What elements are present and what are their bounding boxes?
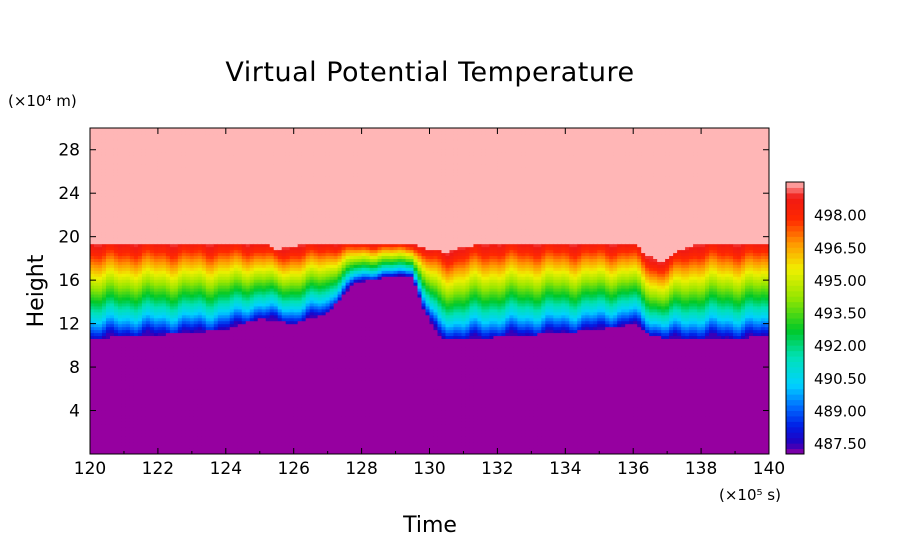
- x-tick-label: 138: [685, 459, 717, 479]
- colorbar-tick-label: 492.00: [814, 337, 867, 355]
- heatmap-field: [90, 128, 769, 454]
- colorbar-band: [786, 274, 804, 281]
- x-tick-label: 120: [74, 459, 106, 479]
- x-tick-label: 140: [753, 459, 785, 479]
- colorbar: 498.00 496.50 495.00 493.50 492.00 490.50 489.…: [785, 181, 867, 455]
- colorbar-band: [786, 334, 804, 341]
- x-tick-label: 128: [345, 459, 377, 479]
- colorbar-band: [786, 443, 804, 450]
- x-axis-label: Time: [402, 513, 457, 538]
- x-tick-label: 136: [617, 459, 649, 479]
- colorbar-tick-label: 495.00: [814, 272, 867, 290]
- x-tick-label: 122: [142, 459, 174, 479]
- colorbar-band: [786, 410, 804, 417]
- colorbar-band: [786, 192, 804, 199]
- colorbar-band: [786, 285, 804, 292]
- colorbar-band: [786, 415, 804, 422]
- y-tick-label: 20: [58, 228, 80, 248]
- colorbar-frame: [785, 181, 805, 455]
- x-tick-label: 132: [481, 459, 513, 479]
- colorbar-band: [786, 301, 804, 308]
- colorbar-band: [786, 279, 804, 286]
- colorbar-band: [786, 366, 804, 373]
- colorbar-band: [786, 236, 804, 243]
- colorbar-band: [786, 312, 804, 319]
- colorbar-band: [786, 388, 804, 395]
- colorbar-band: [786, 247, 804, 254]
- colorbar-band: [786, 350, 804, 357]
- colorbar-band: [786, 318, 804, 324]
- colorbar-band: [786, 339, 804, 346]
- colorbar-band: [786, 399, 804, 406]
- chart-title: Virtual Potential Temperature: [225, 57, 634, 88]
- colorbar-band: [786, 394, 804, 401]
- colorbar-band: [786, 345, 804, 352]
- x-tick-label: 124: [210, 459, 242, 479]
- y-tick-label: 24: [58, 184, 80, 204]
- y-tick-label: 28: [58, 141, 80, 161]
- colorbar-tick-label: 498.00: [814, 207, 867, 225]
- colorbar-band: [786, 203, 804, 210]
- colorbar-band: [786, 225, 804, 232]
- colorbar-band: [786, 361, 804, 368]
- colorbar-band: [786, 220, 804, 227]
- colorbar-band: [786, 209, 804, 216]
- colorbar-band: [786, 290, 804, 297]
- x-tick-label: 134: [549, 459, 581, 479]
- x-tick-label: 130: [413, 459, 445, 479]
- colorbar-band: [786, 356, 804, 363]
- colorbar-band: [786, 198, 804, 205]
- colorbar-band: [786, 426, 804, 433]
- colorbar-band: [786, 432, 804, 439]
- colorbar-band: [786, 328, 804, 335]
- colorbar-band: [786, 241, 804, 248]
- colorbar-band: [786, 307, 804, 314]
- x-axis: 120 122 124 126 128 130 132 134 136 138 140: [74, 128, 785, 479]
- colorbar-band: [786, 230, 804, 237]
- colorbar-tick-label: 496.50: [814, 239, 867, 257]
- colorbar-band: [786, 187, 804, 194]
- colorbar-tick-label: 490.50: [814, 370, 867, 388]
- colorbar-band: [786, 258, 804, 265]
- colorbar-band: [786, 383, 804, 390]
- y-axis-multiplier: (×10⁴ m): [8, 92, 77, 110]
- colorbar-band: [786, 214, 804, 221]
- colorbar-band: [786, 421, 804, 428]
- colorbar-band: [786, 437, 804, 444]
- y-tick-label: 16: [58, 271, 80, 291]
- y-tick-label: 8: [69, 358, 80, 378]
- x-tick-label: 126: [277, 459, 309, 479]
- y-tick-label: 4: [69, 402, 80, 422]
- y-axis: 4 8 12 16 20 24 28: [58, 141, 769, 422]
- colorbar-tick-label: 487.50: [814, 435, 867, 453]
- y-tick-label: 12: [58, 315, 80, 335]
- colorbar-band: [786, 323, 804, 330]
- colorbar-band: [786, 252, 804, 259]
- colorbar-band: [786, 377, 804, 384]
- colorbar-band: [786, 263, 804, 270]
- colorbar-band: [786, 372, 804, 379]
- colorbar-band: [786, 182, 804, 188]
- x-axis-multiplier: (×10⁵ s): [719, 486, 781, 504]
- colorbar-tick-label: 493.50: [814, 305, 867, 323]
- y-axis-label: Height: [24, 254, 49, 327]
- colorbar-band: [786, 448, 804, 455]
- colorbar-band: [786, 269, 804, 275]
- colorbar-band: [786, 296, 804, 303]
- colorbar-tick-label: 489.00: [814, 402, 867, 420]
- colorbar-band: [786, 405, 804, 411]
